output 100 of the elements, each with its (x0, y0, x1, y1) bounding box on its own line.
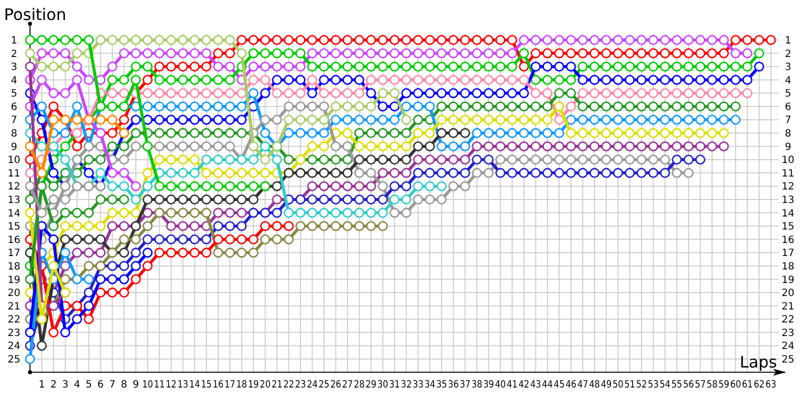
y2-tick-label: 3 (784, 62, 792, 74)
x-tick-label: 49 (600, 379, 614, 390)
x-tick-label: 44 (542, 379, 555, 390)
y2-tick-label: 22 (782, 314, 794, 326)
y2-tick-label: 18 (782, 261, 794, 272)
x-tick-label: 55 (671, 379, 684, 390)
y2-tick-label: 11 (782, 168, 794, 180)
x-tick-label: 43 (530, 379, 544, 390)
y2-tick-label: 21 (782, 301, 794, 312)
y-tick-label: 10 (8, 155, 20, 166)
y2-tick-label: 19 (782, 274, 794, 286)
x-tick-label: 45 (554, 379, 567, 390)
x-tick-label: 30 (377, 379, 390, 390)
x-tick-label: 2 (50, 379, 57, 390)
y-tick-label: 24 (8, 341, 20, 352)
y2-tick-label: 20 (782, 288, 794, 300)
x-tick-label: 24 (306, 379, 320, 390)
y2-tick-label: 12 (782, 182, 794, 193)
x-tick-label: 37 (460, 379, 472, 390)
x-tick-label: 46 (566, 379, 578, 390)
y-tick-label: 25 (8, 354, 20, 366)
y2-tick-label: 10 (782, 155, 794, 166)
y2-tick-label: 2 (784, 48, 792, 60)
y-axis-title: Position (4, 5, 66, 24)
x-tick-label: 40 (495, 379, 508, 390)
y-tick-label: 15 (8, 222, 20, 233)
x-tick-label: 34 (424, 379, 438, 390)
x-tick-label: 22 (283, 379, 296, 390)
y2-tick-label: 9 (784, 142, 792, 153)
x-tick-label: 29 (366, 379, 378, 390)
y2-tick-label: 15 (782, 222, 794, 233)
x-tick-label: 3 (62, 379, 68, 390)
x-tick-label: 61 (742, 379, 755, 390)
x-tick-label: 13 (177, 379, 190, 390)
y2-tick-label: 24 (782, 341, 794, 352)
y-tick-label: 20 (8, 288, 20, 300)
x-tick-label: 50 (612, 379, 626, 390)
x-tick-label: 8 (120, 379, 128, 390)
y-tick-label: 22 (8, 314, 20, 326)
x-tick-label: 60 (730, 379, 743, 390)
x-tick-label: 7 (109, 379, 116, 390)
x-tick-label: 6 (97, 379, 104, 390)
y-tick-label: 8 (10, 128, 18, 140)
y2-tick-label: 13 (782, 195, 794, 206)
y-tick-label: 5 (10, 88, 18, 100)
y2-tick-label: 6 (784, 102, 792, 113)
y-tick-label: 21 (8, 301, 20, 312)
x-tick-label: 36 (448, 379, 461, 390)
x-tick-label: 59 (718, 379, 732, 390)
x-tick-label: 1 (38, 379, 45, 390)
y2-tick-label: 23 (782, 328, 794, 339)
y2-tick-label: 8 (784, 128, 792, 140)
y2-tick-label: 17 (782, 248, 794, 260)
y-tick-label: 9 (10, 142, 18, 153)
x-tick-label: 4 (74, 379, 80, 390)
x-tick-label: 21 (272, 379, 284, 390)
x-tick-label: 12 (166, 379, 178, 390)
x-tick-label: 63 (765, 379, 778, 390)
x-tick-label: 26 (330, 379, 344, 390)
x-tick-label: 56 (683, 379, 696, 390)
y2-tick-label: 7 (784, 115, 792, 126)
x-tick-label: 25 (318, 379, 332, 390)
x-tick-label: 15 (201, 379, 214, 390)
x-tick-label: 20 (260, 379, 273, 390)
x-tick-label: 16 (212, 379, 226, 390)
x-tick-label: 47 (577, 379, 590, 390)
y-tick-label: 6 (10, 102, 18, 113)
x-tick-label: 39 (483, 379, 496, 390)
x-tick-label: 27 (342, 379, 355, 390)
x-tick-label: 35 (436, 379, 449, 390)
x-tick-label: 18 (236, 379, 250, 390)
y-tick-label: 13 (8, 195, 20, 206)
x-tick-label: 23 (295, 379, 308, 390)
x-tick-label: 33 (412, 379, 426, 390)
y-tick-label: 14 (8, 208, 20, 220)
y-tick-label: 23 (8, 328, 20, 339)
y-tick-label: 17 (8, 248, 20, 260)
x-tick-label: 10 (142, 379, 155, 390)
x-tick-label: 5 (86, 379, 92, 390)
y2-tick-label: 25 (782, 354, 794, 366)
x-tick-label: 14 (189, 379, 202, 390)
y2-tick-label: 4 (784, 75, 792, 86)
y-tick-label: 18 (8, 261, 20, 272)
x-tick-label: 11 (154, 379, 167, 390)
x-tick-label: 38 (471, 379, 484, 390)
y-tick-label: 7 (10, 115, 18, 126)
x-tick-label: 41 (506, 379, 520, 390)
x-tick-label: 52 (636, 379, 649, 390)
x-tick-label: 31 (389, 379, 402, 390)
y-tick-label: 2 (10, 48, 18, 60)
x-tick-label: 19 (248, 379, 261, 390)
x-axis-title: Laps (740, 352, 777, 372)
x-tick-label: 57 (694, 379, 708, 390)
x-tick-label: 32 (400, 379, 414, 390)
y2-tick-label: 1 (784, 35, 792, 46)
x-tick-label: 42 (518, 379, 532, 390)
y-tick-label: 11 (8, 168, 20, 180)
y-tick-label: 4 (10, 75, 18, 86)
x-tick-label: 9 (132, 379, 140, 390)
y2-tick-label: 5 (784, 88, 792, 100)
